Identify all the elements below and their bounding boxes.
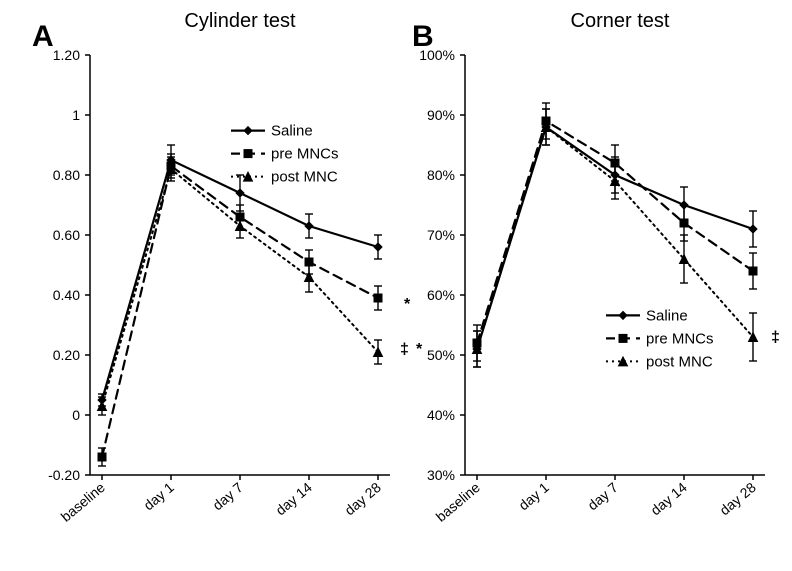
svg-text:day 1: day 1 [515,479,552,513]
svg-text:*: * [404,296,411,313]
panel-a-plot: -0.20 0 0.20 0.40 0.60 0.80 1 1.20 baseline day 1… [48,47,423,525]
panel-a-letter: A [32,20,54,54]
svg-text:0: 0 [72,407,80,423]
svg-text:30%: 30% [427,467,455,483]
svg-text:day 14: day 14 [272,479,315,518]
panel-b-plot: 30%40%50%60%70%80%90%100%baselineday 1da… [419,47,792,525]
panel-a-title: Cylinder test [150,10,330,33]
svg-text:-0.20: -0.20 [48,467,80,483]
svg-text:day 7: day 7 [209,479,246,513]
svg-text:pre MNCs: pre MNCs [271,146,339,163]
series-saline [98,145,382,406]
svg-text:post MNC: post MNC [646,353,713,370]
svg-text:baseline: baseline [433,479,483,525]
svg-text:*: * [416,341,423,358]
figure-root: A Cylinder test B Corner test -0.20 0 0.20… [0,0,792,571]
svg-text:70%: 70% [427,227,455,243]
panel-b-title: Corner test [530,10,710,33]
svg-text:1.20: 1.20 [53,47,80,63]
svg-text:50%: 50% [427,347,455,363]
panel-b-letter: B [412,20,434,54]
svg-text:day 1: day 1 [140,479,177,513]
svg-text:80%: 80% [427,167,455,183]
svg-text:0.80: 0.80 [53,167,80,183]
series-pre-mncs [473,103,757,361]
svg-text:60%: 60% [427,287,455,303]
svg-text:0.20: 0.20 [53,347,80,363]
svg-text:‡: ‡ [400,341,409,358]
svg-text:Saline: Saline [646,307,688,324]
svg-text:day 14: day 14 [647,479,690,518]
svg-text:day 28: day 28 [716,479,759,518]
svg-text:‡: ‡ [771,329,780,346]
svg-text:day 7: day 7 [584,479,621,513]
svg-text:pre MNCs: pre MNCs [646,330,714,347]
svg-text:post MNC: post MNC [271,169,338,186]
svg-text:40%: 40% [427,407,455,423]
svg-text:Saline: Saline [271,123,313,140]
legend: Saline pre MNCs post MNC [231,123,339,186]
legend: Saline pre MNCs post MNC [606,307,714,370]
svg-text:day 28: day 28 [341,479,384,518]
svg-text:1: 1 [72,107,80,123]
chart-canvas: -0.20 0 0.20 0.40 0.60 0.80 1 1.20 baseline day 1… [0,0,792,571]
svg-text:0.40: 0.40 [53,287,80,303]
svg-text:baseline: baseline [58,479,108,525]
svg-text:90%: 90% [427,107,455,123]
svg-text:0.60: 0.60 [53,227,80,243]
